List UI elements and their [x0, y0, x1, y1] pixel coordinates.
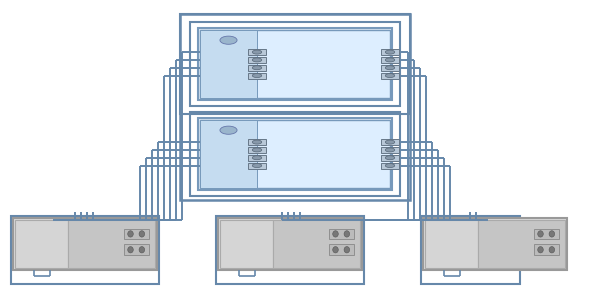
Ellipse shape: [252, 66, 262, 70]
Ellipse shape: [252, 58, 262, 62]
Ellipse shape: [333, 247, 338, 253]
Ellipse shape: [333, 231, 338, 237]
Bar: [329, 229, 355, 239]
Bar: [190, 22, 400, 106]
Ellipse shape: [549, 231, 554, 237]
Ellipse shape: [344, 231, 350, 237]
Bar: [248, 49, 265, 55]
Ellipse shape: [538, 231, 543, 237]
Bar: [421, 216, 520, 284]
Ellipse shape: [139, 247, 145, 253]
Bar: [381, 57, 398, 63]
Bar: [180, 14, 410, 114]
Bar: [198, 118, 392, 190]
Bar: [248, 65, 265, 71]
Ellipse shape: [252, 50, 262, 54]
Bar: [248, 147, 265, 153]
Bar: [381, 49, 398, 55]
Bar: [478, 220, 565, 268]
Ellipse shape: [385, 148, 395, 152]
Bar: [190, 112, 400, 196]
Bar: [200, 120, 390, 188]
Bar: [124, 229, 150, 239]
Ellipse shape: [252, 148, 262, 152]
Ellipse shape: [385, 74, 395, 77]
Bar: [425, 220, 478, 268]
Bar: [248, 73, 265, 79]
Ellipse shape: [538, 247, 543, 253]
Bar: [248, 155, 265, 161]
Bar: [329, 244, 355, 255]
Ellipse shape: [549, 247, 554, 253]
Bar: [218, 218, 362, 270]
Bar: [381, 139, 398, 145]
Ellipse shape: [385, 66, 395, 70]
Ellipse shape: [385, 156, 395, 160]
Bar: [534, 244, 560, 255]
Bar: [381, 65, 398, 71]
Bar: [381, 147, 398, 153]
Ellipse shape: [344, 247, 350, 253]
Bar: [11, 216, 159, 284]
Bar: [248, 139, 265, 145]
Bar: [381, 73, 398, 79]
Ellipse shape: [128, 247, 134, 253]
Ellipse shape: [252, 156, 262, 160]
Bar: [381, 162, 398, 168]
Bar: [180, 14, 410, 200]
Bar: [200, 30, 390, 98]
Bar: [15, 220, 68, 268]
Bar: [381, 155, 398, 161]
Bar: [13, 218, 157, 270]
Ellipse shape: [220, 36, 237, 44]
Ellipse shape: [252, 140, 262, 144]
Ellipse shape: [220, 126, 237, 134]
Ellipse shape: [139, 231, 145, 237]
Bar: [124, 244, 150, 255]
Bar: [248, 57, 265, 63]
Bar: [200, 30, 257, 98]
Ellipse shape: [385, 164, 395, 168]
Ellipse shape: [385, 58, 395, 62]
Bar: [198, 28, 392, 100]
Bar: [216, 216, 364, 284]
Ellipse shape: [252, 164, 262, 168]
Bar: [423, 218, 567, 270]
Bar: [534, 229, 560, 239]
Ellipse shape: [252, 74, 262, 77]
Bar: [248, 162, 265, 168]
Ellipse shape: [385, 140, 395, 144]
Ellipse shape: [128, 231, 134, 237]
Bar: [220, 220, 273, 268]
Bar: [68, 220, 155, 268]
Bar: [200, 120, 257, 188]
Bar: [273, 220, 360, 268]
Ellipse shape: [385, 50, 395, 54]
